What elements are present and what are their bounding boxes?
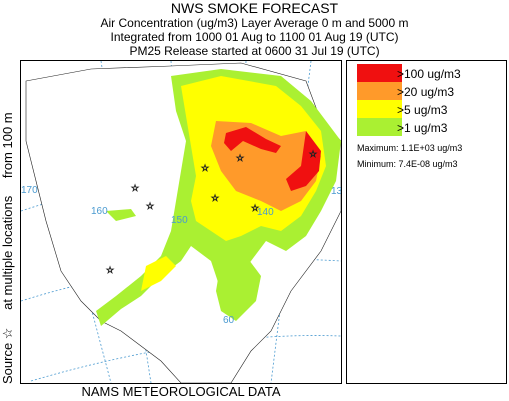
smoke-map-canvas: ☆ ☆ ☆ ☆ ☆ ☆ ☆ ☆ 170 160 150 140 130 60	[21, 61, 341, 383]
legend-label-1: >1 ug/m3	[397, 121, 448, 135]
fire-sources: ☆ ☆ ☆ ☆ ☆ ☆ ☆ ☆	[106, 149, 318, 276]
graticule-label: 170	[21, 185, 38, 196]
latitude-line	[30, 335, 341, 382]
graticule-label: 60	[223, 315, 235, 326]
integration-period: Integrated from 1000 01 Aug to 1100 01 A…	[110, 30, 399, 44]
smoke-level-5	[141, 256, 176, 291]
source-label: Source ☆	[0, 327, 15, 384]
fire-star-icon: ☆	[146, 201, 154, 211]
release-start: PM25 Release started at 0600 31 Jul 19 (…	[129, 44, 380, 58]
fire-star-icon: ☆	[211, 193, 219, 203]
smoke-level-100	[286, 131, 321, 191]
legend-label-5: >5 ug/m3	[397, 103, 448, 117]
legend-label-100: >100 ug/m3	[397, 67, 461, 81]
fire-star-icon: ☆	[106, 265, 114, 275]
graticule-label: 140	[257, 207, 274, 218]
graticule-label: 160	[91, 206, 108, 217]
smoke-level-1	[216, 256, 261, 321]
fire-star-icon: ☆	[309, 149, 317, 159]
maximum-value: Maximum: 1.1E+03 ug/m3	[357, 143, 463, 153]
fire-star-icon: ☆	[251, 203, 259, 213]
legend-swatch-20	[357, 82, 402, 100]
legend-swatch-1	[357, 118, 402, 136]
map-title: NWS SMOKE FORECAST	[170, 0, 339, 16]
legend-swatch-100	[357, 64, 402, 82]
legend-swatch-5	[357, 100, 402, 118]
data-source-footer: NAMS METEOROLOGICAL DATA	[81, 384, 281, 399]
smoke-map: ☆ ☆ ☆ ☆ ☆ ☆ ☆ ☆ 170 160 150 140 130 60	[20, 60, 342, 384]
legend: >100 ug/m3 >20 ug/m3 >5 ug/m3 >1 ug/m3 M…	[346, 60, 507, 384]
source-side-label: Source ☆ at multiple locations from 100 …	[0, 60, 20, 384]
graticule-label: 150	[171, 215, 188, 226]
fire-star-icon: ☆	[201, 163, 209, 173]
fire-star-icon: ☆	[236, 153, 244, 163]
smoke-level-1	[106, 209, 136, 221]
graticule-label: 130	[331, 186, 341, 197]
fire-star-icon: ☆	[131, 183, 139, 193]
release-height-label: from 100 m	[0, 112, 15, 179]
concentration-description: Air Concentration (ug/m3) Layer Average …	[100, 16, 409, 30]
multiple-locations-label: at multiple locations	[0, 195, 15, 310]
minimum-value: Minimum: 7.4E-08 ug/m3	[357, 159, 458, 169]
smoke-level-100	[224, 127, 281, 153]
legend-label-20: >20 ug/m3	[397, 85, 455, 99]
